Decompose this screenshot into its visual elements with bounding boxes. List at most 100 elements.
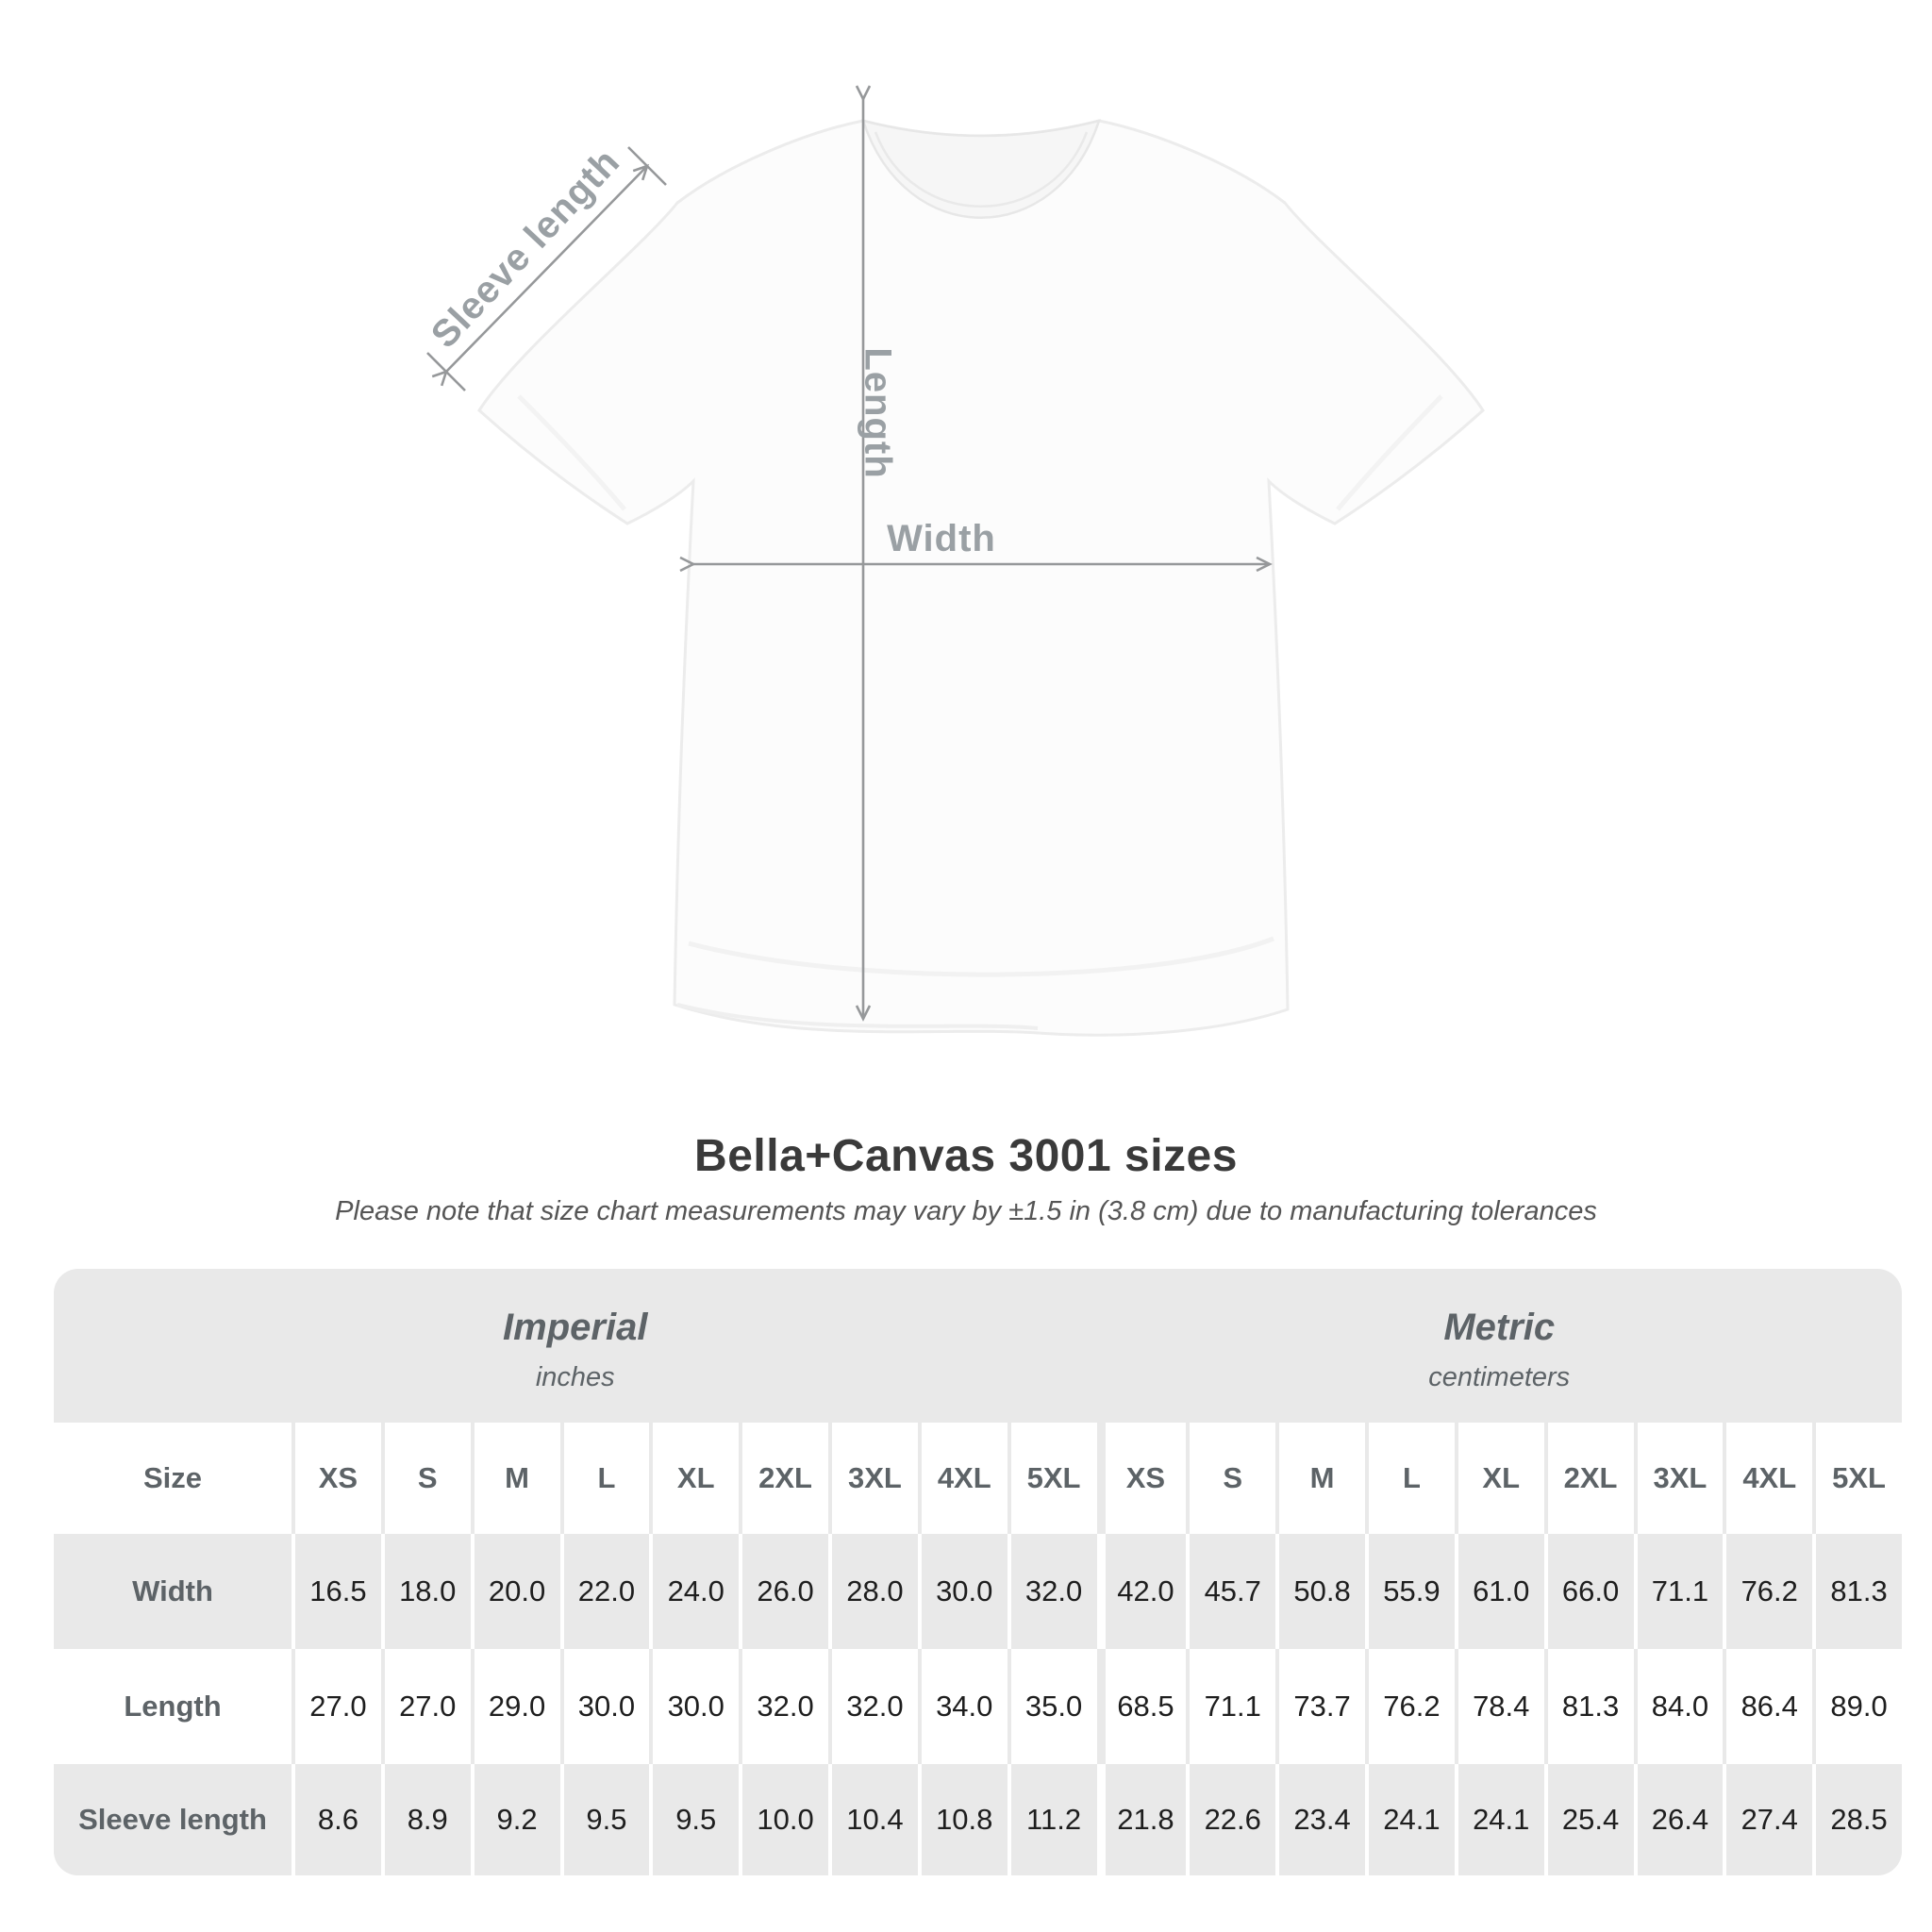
- metric-size-header-3XL: 3XL: [1633, 1423, 1724, 1534]
- imperial-size-header-XS-label: XS: [318, 1461, 358, 1494]
- value-cell-label: 24.0: [667, 1574, 724, 1607]
- value-cell: 28.5: [1812, 1764, 1902, 1875]
- value-cell: 18.0: [380, 1534, 471, 1649]
- page-subtitle: Please note that size chart measurements…: [335, 1196, 1597, 1226]
- value-cell: 24.1: [1454, 1764, 1544, 1875]
- imperial-unit: inches: [535, 1361, 615, 1392]
- value-cell-label: 34.0: [936, 1690, 993, 1723]
- value-cell: 73.7: [1275, 1649, 1365, 1764]
- value-cell: 45.7: [1186, 1534, 1276, 1649]
- value-cell: 66.0: [1543, 1534, 1634, 1649]
- imperial-size-header-2XL: 2XL: [739, 1423, 828, 1534]
- value-cell: 10.8: [917, 1764, 1008, 1875]
- value-cell-label: 10.4: [846, 1803, 904, 1836]
- imperial-size-header-5XL: 5XL: [1007, 1423, 1097, 1534]
- value-cell-label: 23.4: [1293, 1803, 1351, 1836]
- value-cell: 9.2: [470, 1764, 560, 1875]
- value-cell: 25.4: [1543, 1764, 1634, 1875]
- value-cell-label: 30.0: [577, 1690, 636, 1723]
- imperial-size-header-4XL-label: 4XL: [937, 1461, 991, 1494]
- imperial-size-header-XL-label: XL: [676, 1461, 715, 1494]
- imperial-heading: Imperial: [503, 1306, 648, 1348]
- unit-group-imperial: Imperial inches: [54, 1269, 1097, 1423]
- row-label-cell: Sleeve length: [54, 1764, 291, 1875]
- page-title: Bella+Canvas 3001 sizes: [694, 1131, 1238, 1181]
- value-cell: 81.3: [1812, 1534, 1902, 1649]
- metric-size-header-XL: XL: [1454, 1423, 1544, 1534]
- metric-size-header-4XL: 4XL: [1723, 1423, 1813, 1534]
- value-cell-label: 84.0: [1651, 1690, 1709, 1723]
- metric-size-header-L-label: L: [1402, 1461, 1421, 1494]
- value-cell: 30.0: [917, 1534, 1008, 1649]
- imperial-size-header-2XL-label: 2XL: [758, 1461, 812, 1494]
- size-corner-cell: Size: [54, 1423, 291, 1534]
- value-cell: 28.0: [828, 1534, 918, 1649]
- value-cell: 30.0: [559, 1649, 650, 1764]
- value-cell: 68.5: [1096, 1649, 1187, 1764]
- value-cell: 30.0: [649, 1649, 740, 1764]
- metric-size-header-XS: XS: [1096, 1423, 1187, 1534]
- value-cell: 61.0: [1454, 1534, 1544, 1649]
- value-cell: 24.1: [1365, 1764, 1455, 1875]
- value-cell: 32.0: [1007, 1534, 1097, 1649]
- value-cell: 22.6: [1186, 1764, 1276, 1875]
- value-cell-label: 10.8: [936, 1803, 993, 1836]
- value-cell-label: 16.5: [309, 1574, 367, 1607]
- value-cell-label: 9.5: [675, 1803, 717, 1836]
- value-cell: 35.0: [1007, 1649, 1097, 1764]
- value-cell: 34.0: [917, 1649, 1008, 1764]
- value-cell: 86.4: [1723, 1649, 1813, 1764]
- value-cell: 22.0: [559, 1534, 650, 1649]
- value-cell: 9.5: [559, 1764, 650, 1875]
- value-cell-label: 45.7: [1204, 1574, 1261, 1607]
- metric-size-header-L: L: [1365, 1423, 1455, 1534]
- value-cell-label: 71.1: [1204, 1690, 1261, 1723]
- value-cell-label: 21.8: [1117, 1803, 1174, 1836]
- value-cell-label: 20.0: [488, 1574, 546, 1607]
- value-cell-label: 81.3: [1561, 1690, 1620, 1723]
- value-cell: 24.0: [649, 1534, 740, 1649]
- metric-size-header-5XL: 5XL: [1812, 1423, 1902, 1534]
- value-cell-label: 8.9: [407, 1803, 448, 1836]
- value-cell: 81.3: [1543, 1649, 1634, 1764]
- metric-size-header-4XL-label: 4XL: [1742, 1461, 1797, 1494]
- value-cell: 8.9: [380, 1764, 471, 1875]
- value-cell-label: 50.8: [1293, 1574, 1351, 1607]
- value-cell-label: 73.7: [1293, 1690, 1351, 1723]
- value-cell: 11.2: [1007, 1764, 1097, 1875]
- row-label-cell-label: Length: [124, 1690, 222, 1723]
- value-cell: 71.1: [1186, 1649, 1276, 1764]
- value-cell: 27.4: [1723, 1764, 1813, 1875]
- value-cell-label: 32.0: [1024, 1574, 1083, 1607]
- value-cell: 10.4: [828, 1764, 918, 1875]
- length-label: Length: [857, 347, 898, 478]
- value-cell: 29.0: [470, 1649, 560, 1764]
- value-cell-label: 28.5: [1830, 1803, 1888, 1836]
- imperial-size-header-XS: XS: [291, 1423, 381, 1534]
- imperial-size-header-XL: XL: [649, 1423, 740, 1534]
- value-cell-label: 25.4: [1561, 1803, 1620, 1836]
- imperial-size-header-3XL: 3XL: [828, 1423, 918, 1534]
- value-cell-label: 89.0: [1830, 1690, 1888, 1723]
- size-corner-cell-label: Size: [142, 1461, 203, 1494]
- metric-heading: Metric: [1443, 1306, 1556, 1348]
- value-cell: 55.9: [1365, 1534, 1455, 1649]
- value-cell-label: 55.9: [1383, 1574, 1441, 1607]
- value-cell-label: 27.0: [399, 1690, 457, 1723]
- value-cell-label: 30.0: [667, 1690, 724, 1723]
- value-cell-label: 22.6: [1204, 1803, 1261, 1836]
- row-label-cell: Length: [54, 1649, 291, 1764]
- value-cell-label: 68.5: [1117, 1690, 1174, 1723]
- value-cell-label: 24.1: [1473, 1803, 1530, 1836]
- value-cell: 32.0: [739, 1649, 828, 1764]
- imperial-size-header-S: S: [380, 1423, 471, 1534]
- value-cell: 42.0: [1096, 1534, 1187, 1649]
- imperial-size-header-4XL: 4XL: [917, 1423, 1008, 1534]
- value-cell-label: 28.0: [846, 1574, 904, 1607]
- value-cell-label: 27.4: [1740, 1803, 1798, 1836]
- value-cell: 32.0: [828, 1649, 918, 1764]
- value-cell-label: 81.3: [1830, 1574, 1888, 1607]
- value-cell-label: 30.0: [936, 1574, 993, 1607]
- value-cell: 27.0: [380, 1649, 471, 1764]
